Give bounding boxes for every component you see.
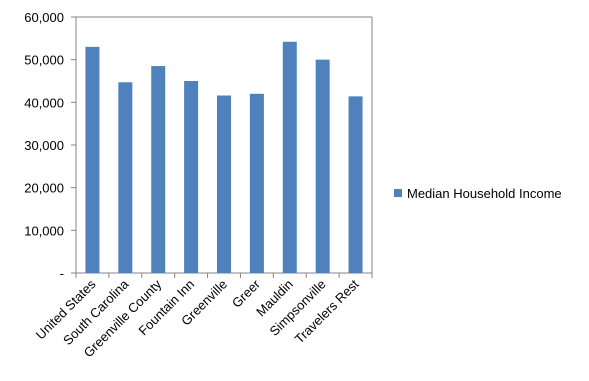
y-tick-label: 20,000 bbox=[24, 181, 64, 196]
y-axis: - 10,000 20,000 30,000 40,000 50,000 60,000 bbox=[24, 10, 76, 281]
bar bbox=[282, 41, 297, 273]
bar bbox=[85, 46, 100, 273]
bar bbox=[184, 81, 199, 273]
y-tick-label: 40,000 bbox=[24, 95, 64, 110]
bar bbox=[249, 93, 264, 273]
y-tick-label: 50,000 bbox=[24, 53, 64, 68]
y-tick-label: 60,000 bbox=[24, 10, 64, 25]
legend-label: Median Household Income bbox=[407, 186, 562, 201]
y-tick-label: 10,000 bbox=[24, 223, 64, 238]
bar bbox=[315, 59, 330, 273]
y-tick-label: 30,000 bbox=[24, 138, 64, 153]
legend-swatch bbox=[394, 189, 402, 197]
legend: Median Household Income bbox=[394, 186, 562, 201]
bar bbox=[217, 95, 231, 273]
bar bbox=[348, 96, 363, 273]
bar-series bbox=[85, 41, 363, 273]
bar bbox=[151, 66, 166, 273]
bar bbox=[118, 82, 133, 273]
y-tick-label: - bbox=[60, 266, 64, 281]
